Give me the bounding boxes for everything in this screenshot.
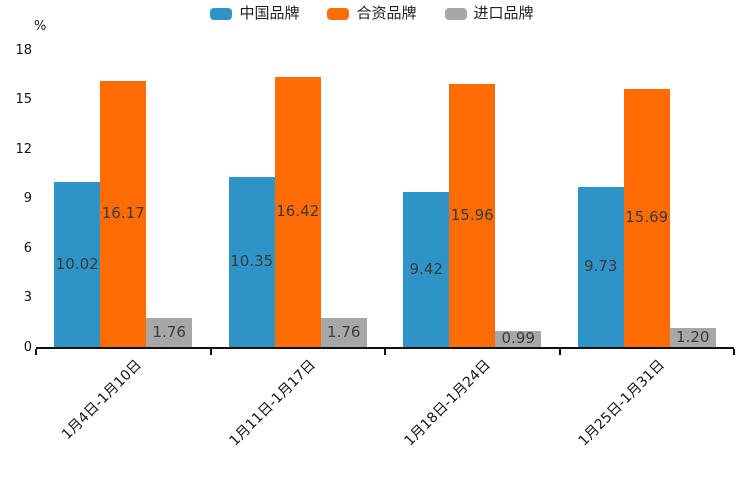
bar-value-label: 1.76 [327,322,361,341]
y-tick-label: 12 [15,141,32,157]
legend-item[interactable]: 中国品牌 [210,6,299,21]
bar [274,76,321,348]
bar [100,80,147,348]
bar-value-label: 15.69 [625,208,669,227]
x-category-label: 1月11日-1月17日 [226,357,320,450]
legend-swatch-icon [210,7,233,20]
bar-value-label: 9.42 [409,259,443,278]
bar-value-label: 16.17 [101,204,145,223]
x-axis-line [36,346,734,349]
bar [228,176,275,348]
legend-label: 中国品牌 [239,4,300,22]
bar [146,318,193,348]
bar-value-label: 1.20 [676,327,710,346]
y-axis-unit-label: % [34,19,47,34]
legend-swatch-icon [327,7,350,20]
legend-item[interactable]: 合资品牌 [327,4,417,22]
bar-value-label: 15.96 [450,205,494,224]
bar-value-label: 10.02 [55,254,99,273]
legend-swatch-icon [444,7,467,20]
chart-legend: 中国品牌 合资品牌 进口品牌 [0,6,744,21]
y-tick-label: 6 [23,240,32,256]
bar [577,186,624,348]
bar-value-label: 1.76 [152,322,186,341]
x-category-label: 1月25日-1月31日 [575,357,669,450]
bar [495,331,542,348]
bar-value-label: 16.42 [276,202,320,221]
x-axis-tick [733,348,735,355]
bar [623,88,670,348]
bar-value-label: 9.73 [584,257,618,276]
bar-value-label: 0.99 [501,329,535,348]
y-tick-label: 3 [23,290,32,305]
legend-item[interactable]: 进口品牌 [444,4,534,22]
legend-label: 合资品牌 [356,4,417,22]
legend-label: 进口品牌 [473,4,534,22]
x-category-label: 1月4日-1月10日 [58,357,145,443]
x-axis-tick [209,348,212,355]
bar [320,318,367,348]
x-axis-tick [35,348,37,355]
y-tick-label: 15 [15,92,32,107]
y-tick-label: 0 [23,339,32,355]
x-axis-tick [558,348,561,355]
bar [403,192,450,348]
x-axis-tick [384,348,386,355]
x-category-label: 1月18日-1月24日 [401,357,494,450]
bar [669,327,716,348]
y-tick-label: 18 [15,42,32,58]
bar-value-label: 10.35 [230,252,274,271]
bar [449,84,496,348]
bar [54,182,101,348]
y-tick-label: 9 [23,191,32,206]
